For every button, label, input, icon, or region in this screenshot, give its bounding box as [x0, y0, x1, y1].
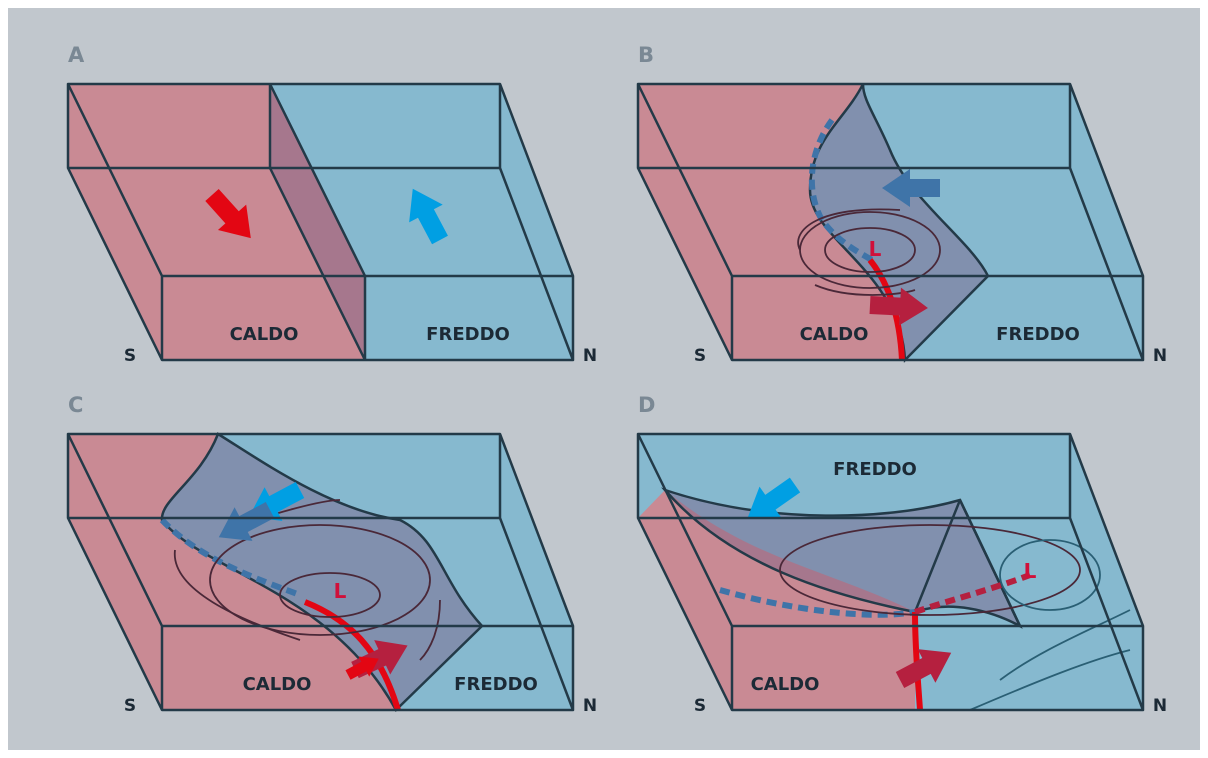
low-label: L — [1024, 559, 1037, 583]
panel-label: C — [68, 393, 83, 417]
warm-label: CALDO — [751, 674, 820, 695]
panel-a — [68, 84, 573, 360]
north-label: N — [1153, 346, 1167, 366]
south-label: S — [694, 696, 706, 716]
cold-label: FREDDO — [454, 674, 538, 695]
low-label: L — [869, 237, 882, 261]
north-label: N — [1153, 696, 1167, 716]
warm-label: CALDO — [243, 674, 312, 695]
south-label: S — [124, 696, 136, 716]
low-label: L — [334, 579, 347, 603]
cold-label: FREDDO — [426, 324, 510, 345]
panel-c — [68, 434, 573, 710]
panel-b — [638, 84, 1143, 360]
panel-label: A — [68, 43, 85, 67]
south-label: S — [694, 346, 706, 366]
north-label: N — [583, 346, 597, 366]
diagram: A S N CALDO FREDDO B S N CALDO FREDDO L C S N CALDO FRE… — [0, 0, 1208, 758]
panel-label: D — [638, 393, 655, 417]
warm-label: CALDO — [230, 324, 299, 345]
cold-label: FREDDO — [833, 459, 917, 480]
south-label: S — [124, 346, 136, 366]
warm-label: CALDO — [800, 324, 869, 345]
panel-label: B — [638, 43, 654, 67]
cold-label: FREDDO — [996, 324, 1080, 345]
north-label: N — [583, 696, 597, 716]
